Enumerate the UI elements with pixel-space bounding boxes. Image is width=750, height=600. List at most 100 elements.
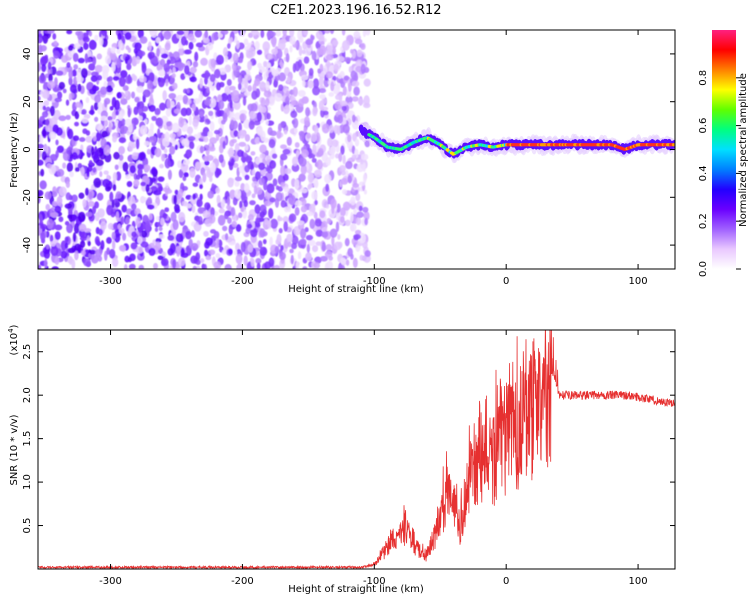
noise-blob [39, 223, 47, 230]
noise-blob [155, 237, 162, 243]
noise-blob [162, 137, 170, 147]
noise-blob [154, 108, 161, 116]
noise-blob [180, 73, 186, 81]
noise-blob [286, 76, 291, 84]
noise-blob [137, 163, 144, 170]
noise-blob [234, 180, 240, 187]
noise-blob [218, 99, 225, 110]
noise-blob [343, 57, 352, 63]
noise-blob [351, 154, 357, 160]
noise-blob [218, 144, 224, 154]
noise-blob [61, 55, 69, 63]
noise-blob [227, 93, 232, 102]
noise-blob [224, 55, 229, 63]
spectrogram-x-axis-label: Height of straight line (km) [288, 284, 424, 295]
noise-blob [309, 218, 316, 230]
noise-blob [213, 261, 222, 269]
noise-blob [81, 109, 87, 115]
noise-blob [248, 46, 256, 58]
noise-blob [82, 198, 87, 208]
noise-blob [266, 183, 275, 194]
snr-y-tick-label: 1.5 [22, 431, 33, 447]
noise-blob [290, 254, 294, 265]
noise-blob [304, 116, 310, 127]
noise-blob [44, 191, 52, 200]
noise-blob [198, 93, 203, 103]
noise-blob [259, 81, 266, 92]
noise-blob [178, 188, 184, 199]
noise-blob [319, 45, 327, 56]
noise-blob [347, 247, 353, 257]
noise-blob [288, 194, 296, 206]
noise-blob [51, 266, 59, 269]
noise-blob [257, 240, 263, 249]
noise-blob [173, 194, 178, 206]
noise-blob [299, 238, 307, 246]
noise-blob [265, 80, 270, 92]
noise-blob [206, 86, 210, 94]
noise-blob [41, 150, 47, 161]
noise-blob [282, 148, 291, 155]
noise-blob [286, 233, 293, 243]
noise-blob [128, 263, 136, 269]
noise-blob [80, 250, 86, 256]
noise-blob [280, 200, 287, 208]
noise-blob [332, 39, 339, 46]
noise-blob [182, 175, 187, 182]
noise-blob [243, 152, 248, 158]
noise-blob [303, 30, 309, 36]
noise-blob [305, 252, 312, 261]
noise-blob [50, 240, 56, 247]
noise-blob [268, 257, 275, 267]
noise-blob [115, 110, 120, 116]
noise-blob [323, 77, 330, 88]
noise-blob [99, 86, 108, 96]
noise-blob [337, 114, 344, 124]
noise-blob [153, 189, 162, 196]
noise-blob [358, 205, 363, 212]
noise-blob [148, 72, 155, 83]
noise-blob [289, 45, 293, 53]
noise-blob [266, 112, 271, 120]
noise-blob [202, 172, 207, 183]
noise-blob [237, 82, 242, 91]
noise-blob [148, 104, 156, 112]
noise-blob [94, 94, 101, 103]
noise-blob [85, 211, 93, 217]
noise-blob [342, 123, 350, 134]
noise-blob [278, 228, 283, 234]
noise-blob [325, 183, 330, 192]
noise-blob [237, 212, 243, 219]
noise-blob [48, 131, 57, 140]
noise-blob [312, 86, 320, 96]
spectrogram-noise [38, 30, 371, 269]
noise-blob [38, 44, 43, 55]
noise-blob [342, 86, 347, 96]
noise-blob [269, 197, 276, 203]
noise-blob [255, 187, 263, 195]
noise-blob [124, 31, 132, 40]
noise-blob [226, 204, 232, 210]
noise-blob [227, 217, 232, 224]
noise-blob [207, 130, 214, 138]
noise-blob [238, 129, 246, 139]
noise-blob [192, 182, 199, 187]
noise-blob [192, 265, 197, 269]
noise-blob [82, 36, 90, 43]
noise-blob [220, 30, 229, 35]
noise-blob [77, 83, 82, 92]
noise-blob [85, 130, 91, 136]
noise-blob [197, 115, 206, 123]
noise-blob [292, 156, 298, 167]
noise-blob [68, 93, 72, 102]
noise-blob [100, 221, 107, 231]
noise-blob [330, 145, 336, 154]
noise-blob [118, 76, 126, 87]
noise-blob [125, 174, 131, 180]
noise-blob [347, 82, 352, 92]
noise-blob [46, 218, 54, 230]
noise-blob [301, 49, 306, 55]
snr-y-ticks: 0.5 1.0 1.5 2.0 2.5 [22, 344, 675, 533]
noise-blob [143, 141, 150, 147]
noise-blob [296, 220, 305, 226]
